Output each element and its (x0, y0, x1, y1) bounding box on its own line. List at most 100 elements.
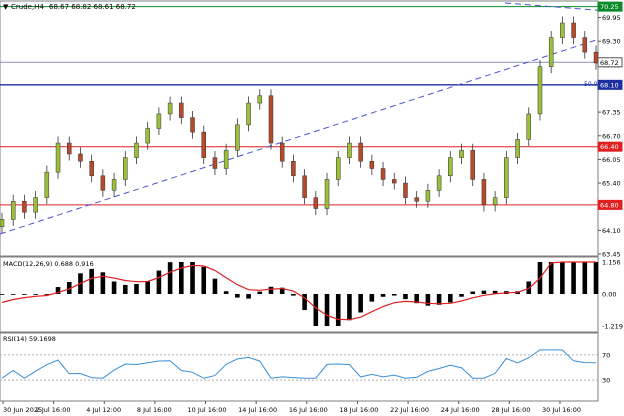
horizontal-levels (0, 6, 598, 206)
price-tick-label: 65.40 (602, 180, 621, 188)
price-badge-label: 68.72 (600, 59, 619, 67)
price-badge (597, 199, 623, 210)
macd-bar (145, 280, 150, 294)
macd-bar (593, 262, 599, 294)
rsi-panel-frame (0, 332, 599, 402)
candle-body (358, 142, 363, 162)
symbol-label: Crude,H4 (11, 3, 44, 11)
time-tick-label: 18 Jul 16:00 (339, 406, 378, 414)
macd-bar (279, 287, 285, 294)
rsi-label: RSI(14) 59.1698 (3, 335, 56, 343)
macd-bar (66, 281, 72, 294)
macd-bar (156, 270, 162, 294)
candle-body (560, 22, 565, 38)
candle-body (22, 201, 27, 213)
macd-bar (380, 294, 386, 297)
candle-body (179, 102, 184, 118)
macd-bar (0, 294, 5, 295)
candle-body (504, 157, 509, 198)
macd-signal-line (1, 261, 596, 321)
macd-bar (470, 291, 476, 294)
candle-body (123, 157, 128, 180)
price-badge (597, 79, 623, 90)
macd-bar (134, 283, 139, 294)
macd-bar (44, 294, 50, 295)
candle-body (257, 95, 263, 104)
rsi-tick-label: 70 (602, 351, 610, 359)
candle-body (481, 179, 487, 206)
macd-bar (448, 294, 453, 303)
price-tick-label: 63.45 (602, 251, 621, 259)
candle-body (66, 142, 72, 155)
time-tick-label: 22 Jul 16:00 (390, 406, 429, 414)
macd-bar (122, 284, 128, 294)
candle-body (425, 190, 431, 202)
macd-bar (425, 294, 431, 306)
macd-bar (55, 287, 61, 294)
time-tick-label: 4 Jul 12:00 (86, 406, 121, 414)
candle-body (55, 142, 61, 173)
macd-bar (100, 272, 106, 294)
macd-bar (22, 294, 27, 295)
macd-bar (10, 294, 16, 295)
rsi-panel: RSI(14) 59.1698 (0, 332, 599, 402)
candle-body (470, 150, 475, 180)
macd-bar (414, 294, 419, 304)
macd-bar (268, 286, 274, 294)
time-tick-label: 14 Jul 16:00 (238, 406, 277, 414)
macd-tick-label: -1.219 (602, 323, 623, 331)
candle-body (100, 175, 106, 191)
macd-bar (481, 290, 487, 294)
candle-body (145, 128, 150, 144)
candle-body (246, 102, 251, 126)
macd-bar (436, 294, 442, 305)
candle-body (279, 142, 285, 162)
candle-body (369, 160, 375, 169)
candle-body (436, 175, 442, 191)
price-badge-label: 68.10 (600, 81, 619, 89)
price-tick-label: 64.10 (602, 227, 621, 235)
macd-bar (223, 291, 229, 294)
candle-body (526, 113, 532, 140)
candle-body (515, 139, 520, 158)
macd-bar (403, 294, 408, 300)
candle-body (291, 160, 296, 177)
candle-body (201, 131, 206, 158)
candle-body (392, 179, 397, 184)
time-tick-label: 8 Jul 16:00 (137, 406, 172, 414)
time-tick-label: 10 Jul 16:00 (188, 406, 227, 414)
candle-body (571, 22, 576, 38)
candle-body (548, 37, 554, 67)
price-badge-label: 70.25 (600, 3, 619, 11)
upper-trendline[interactable] (504, 2, 599, 11)
macd-bar (358, 294, 363, 313)
macd-bar (571, 262, 576, 294)
macd-bar (246, 294, 251, 299)
trendline[interactable] (0, 38, 599, 235)
price-axis: 69.9569.3068.6567.3566.7066.0565.4064.75… (597, 1, 623, 259)
macd-bar (212, 278, 218, 294)
price-panel-frame (0, 0, 599, 257)
candle-body (380, 168, 386, 180)
time-tick-label: 30 Jun 2025 (3, 406, 42, 414)
time-tick-label: 24 Jul 16:00 (441, 406, 480, 414)
collapse-arrow-icon[interactable]: ▼ (3, 3, 9, 11)
candle-body (167, 102, 173, 115)
time-tick-label: 30 Jul 16:00 (542, 406, 581, 414)
macd-bar (548, 262, 554, 294)
candle-body (134, 142, 139, 158)
macd-bar (459, 294, 464, 297)
candle-body (268, 95, 274, 144)
candle-body (223, 150, 229, 169)
macd-bar (347, 294, 352, 321)
time-tick-label: 28 Jul 16:00 (491, 406, 530, 414)
macd-bar (89, 268, 94, 294)
candle-body (347, 142, 352, 158)
price-tick-label: 69.30 (602, 38, 621, 46)
price-panel: 50.0 ▼ Crude,H4 68.67 68.82 68.61 68.72 (0, 0, 599, 257)
macd-bar (111, 281, 117, 294)
chart-header: ▼ Crude,H4 68.67 68.82 68.61 68.72 (3, 3, 136, 11)
candle-body (190, 117, 195, 133)
